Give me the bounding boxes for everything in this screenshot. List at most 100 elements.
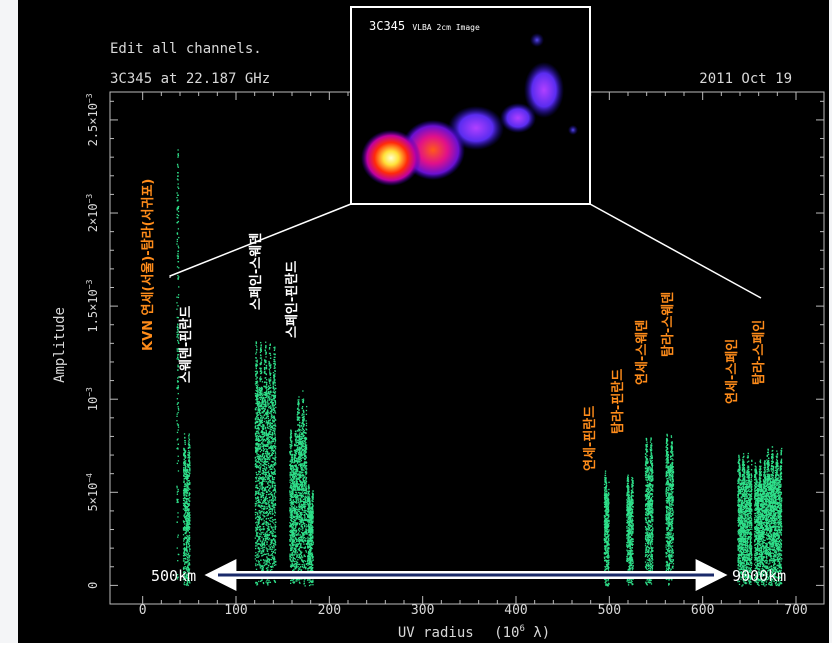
data-point [257, 381, 258, 382]
uv-amplitude-chart: Edit all channels. 3C345 at 22.187 GHz 2… [18, 0, 829, 643]
data-point [274, 373, 275, 374]
data-point [303, 490, 304, 491]
data-point [259, 447, 260, 448]
data-point [177, 207, 178, 208]
data-point [296, 509, 297, 510]
data-point [301, 441, 302, 442]
data-point [189, 458, 190, 459]
data-point [271, 399, 272, 400]
data-point [300, 436, 301, 437]
data-point [177, 350, 178, 351]
data-point [184, 495, 185, 496]
data-point [185, 529, 186, 530]
data-point [259, 462, 260, 463]
data-point [295, 473, 296, 474]
data-point [265, 502, 266, 503]
data-point [290, 431, 291, 432]
data-point [303, 416, 304, 417]
data-point [298, 418, 299, 419]
data-point [274, 427, 275, 428]
data-point [311, 528, 312, 529]
data-point [290, 534, 291, 535]
data-point [275, 395, 276, 396]
data-point [273, 398, 274, 399]
data-point [308, 513, 309, 514]
data-point [303, 496, 304, 497]
data-point [273, 361, 274, 362]
data-point [189, 493, 190, 494]
data-point [268, 422, 269, 423]
data-point [261, 351, 262, 352]
data-point [289, 544, 290, 545]
data-point [305, 433, 306, 434]
data-point [274, 357, 275, 358]
data-point [266, 494, 267, 495]
data-point [255, 514, 256, 515]
data-point [184, 527, 185, 528]
data-point [301, 500, 302, 501]
data-point [292, 563, 293, 564]
data-point [183, 471, 184, 472]
data-point [272, 477, 273, 478]
data-point [266, 544, 267, 545]
data-point [266, 389, 267, 390]
data-point [256, 381, 257, 382]
data-point [265, 448, 266, 449]
data-point [306, 520, 307, 521]
data-point [188, 563, 189, 564]
data-point [266, 384, 267, 385]
data-point [299, 433, 300, 434]
data-point [258, 555, 259, 556]
data-point [296, 553, 297, 554]
data-point [311, 518, 312, 519]
data-point [265, 560, 266, 561]
data-point [267, 500, 268, 501]
data-point [185, 476, 186, 477]
data-point [272, 508, 273, 509]
data-point [263, 544, 264, 545]
data-point [274, 416, 275, 417]
data-point [183, 528, 184, 529]
data-point [256, 532, 257, 533]
data-point [301, 506, 302, 507]
data-point [266, 562, 267, 563]
data-point [294, 553, 295, 554]
data-point [177, 279, 178, 280]
data-point [293, 550, 294, 551]
data-point [272, 423, 273, 424]
data-point [297, 546, 298, 547]
data-point [266, 481, 267, 482]
data-point [256, 560, 257, 561]
data-point [298, 564, 299, 565]
data-point [300, 473, 301, 474]
data-point [291, 478, 292, 479]
y-tick-label: 2×10−3 [85, 194, 100, 233]
data-point [259, 488, 260, 489]
data-point [256, 569, 257, 570]
data-point [309, 502, 310, 503]
data-point [266, 506, 267, 507]
data-point [274, 439, 275, 440]
data-point [260, 410, 261, 411]
data-point [296, 513, 297, 514]
data-point [261, 461, 262, 462]
data-point [306, 420, 307, 421]
data-point [260, 444, 261, 445]
data-point [183, 555, 184, 556]
data-point [266, 393, 267, 394]
data-point [290, 450, 291, 451]
data-point [270, 563, 271, 564]
data-point [301, 453, 302, 454]
data-point [255, 509, 256, 510]
data-point [304, 525, 305, 526]
data-point [258, 581, 259, 582]
data-point [257, 557, 258, 558]
data-point [255, 522, 256, 523]
data-point [186, 499, 187, 500]
data-point [301, 439, 302, 440]
data-point [177, 165, 178, 166]
data-point [268, 527, 269, 528]
data-point [268, 524, 269, 525]
data-point [269, 348, 270, 349]
data-point [298, 412, 299, 413]
